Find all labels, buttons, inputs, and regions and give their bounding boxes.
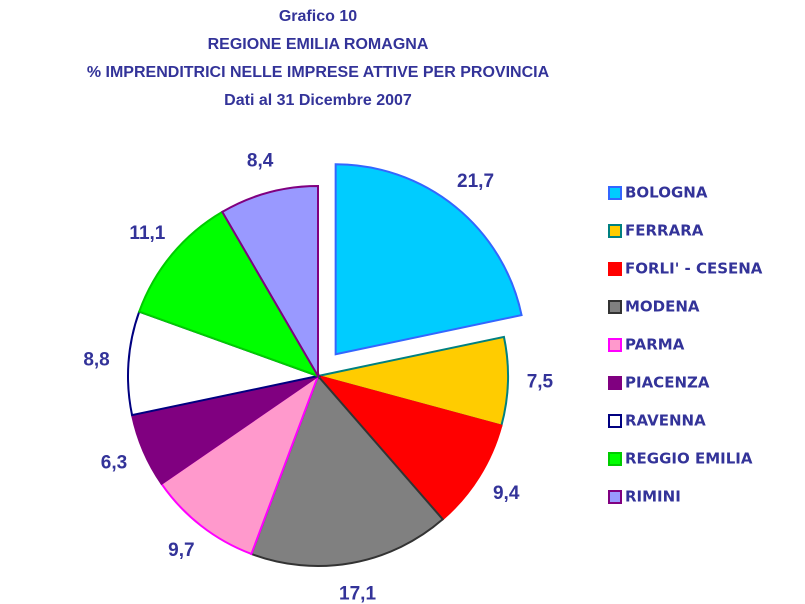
- legend-swatch: [608, 224, 622, 238]
- legend-swatch: [608, 376, 622, 390]
- data-label: 11,1: [129, 223, 165, 244]
- legend-label: PIACENZA: [625, 374, 710, 392]
- legend-label: PARMA: [625, 336, 685, 354]
- legend-label: MODENA: [625, 298, 700, 316]
- legend-swatch: [608, 186, 622, 200]
- data-label: 7,5: [527, 371, 554, 392]
- chart-title: Dati al 31 Dicembre 2007: [224, 92, 412, 109]
- legend-swatch: [608, 414, 622, 428]
- pie-slice: [315, 374, 503, 521]
- data-label: 9,4: [493, 483, 520, 504]
- data-label: 21,7: [457, 171, 494, 192]
- chart-title: REGIONE EMILIA ROMAGNA: [208, 36, 429, 53]
- pie-slice: [334, 163, 523, 356]
- legend-label: FERRARA: [625, 222, 704, 240]
- legend-label: RIMINI: [625, 488, 681, 506]
- pie-slice: [160, 373, 321, 556]
- legend-swatch: [608, 300, 622, 314]
- chart-title: % IMPRENDITRICI NELLE IMPRESE ATTIVE PER…: [87, 64, 550, 81]
- data-label: 9,7: [168, 540, 194, 561]
- legend-label: BOLOGNA: [625, 184, 708, 202]
- legend-label: REGGIO EMILIA: [625, 450, 753, 468]
- data-label: 6,3: [101, 453, 127, 474]
- pie-slice: [127, 310, 322, 417]
- legend-label: FORLI' - CESENA: [625, 260, 763, 278]
- legend-swatch: [608, 452, 622, 466]
- pie-slice: [137, 210, 321, 378]
- legend-swatch: [608, 490, 622, 504]
- data-label: 8,8: [83, 350, 109, 371]
- pie-slice: [220, 184, 319, 380]
- data-label: 8,4: [247, 151, 274, 172]
- pie-slice: [250, 374, 445, 567]
- chart-title: Grafico 10: [279, 8, 357, 25]
- legend-swatch: [608, 262, 622, 276]
- legend-label: RAVENNA: [625, 412, 706, 430]
- data-label: 17,1: [339, 583, 376, 604]
- legend-swatch: [608, 338, 622, 352]
